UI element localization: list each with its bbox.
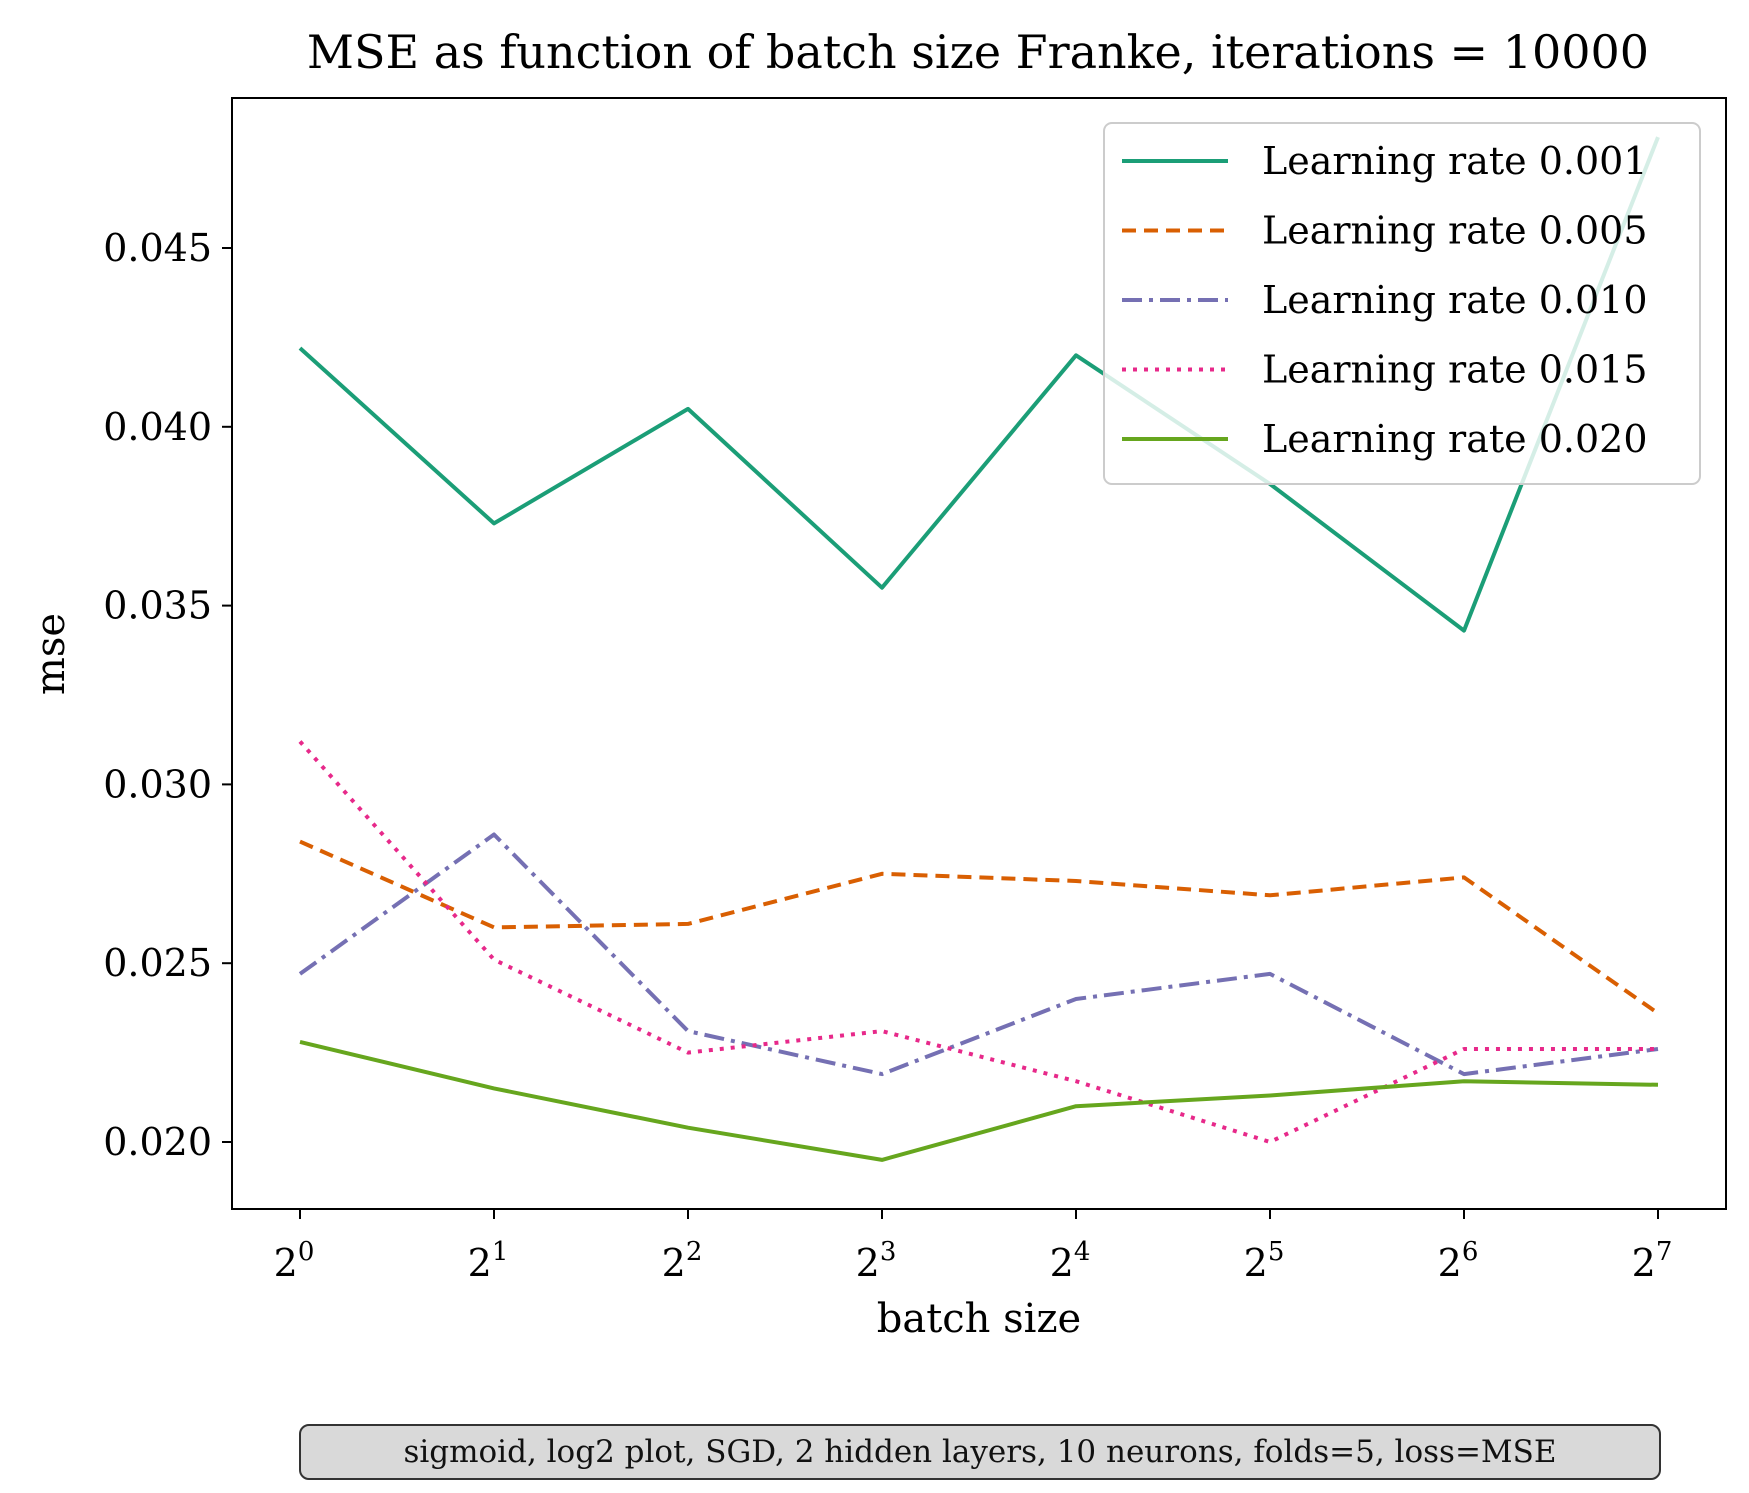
y-tick-label-4: 0.040 — [103, 405, 212, 449]
y-axis: 0.020 0.025 0.030 0.035 0.040 0.045 — [103, 226, 232, 1164]
x-tick-label-5: 25 — [1244, 1237, 1285, 1285]
series-line-3 — [298, 832, 1659, 1077]
series-line-5 — [299, 1039, 1659, 1162]
x-tick-label-2: 22 — [662, 1237, 703, 1285]
plot-lines — [298, 136, 1660, 1162]
x-tick-label-7: 27 — [1632, 1237, 1673, 1285]
series-line-2 — [299, 839, 1660, 1015]
y-tick-label-5: 0.045 — [103, 226, 212, 270]
x-tick-label-4: 24 — [1050, 1237, 1091, 1285]
legend-label-5: Learning rate 0.020 — [1262, 417, 1648, 461]
caption-box: sigmoid, log2 plot, SGD, 2 hidden layers… — [299, 1424, 1661, 1480]
y-tick-label-1: 0.025 — [103, 941, 212, 985]
series-line-1 — [298, 136, 1660, 633]
y-tick-label-2: 0.030 — [103, 762, 212, 806]
x-tick-label-6: 26 — [1438, 1237, 1479, 1285]
y-axis-label: mse — [28, 613, 74, 695]
y-tick-label-3: 0.035 — [103, 584, 212, 628]
legend-label-3: Learning rate 0.010 — [1262, 278, 1648, 322]
x-axis: 20 21 22 23 24 25 26 27 — [274, 1209, 1673, 1285]
legend-label-1: Learning rate 0.001 — [1262, 139, 1648, 183]
y-tick-label-0: 0.020 — [103, 1120, 212, 1164]
x-axis-label: batch size — [877, 1296, 1081, 1342]
legend-label-4: Learning rate 0.015 — [1262, 348, 1648, 392]
x-tick-label-3: 23 — [856, 1237, 897, 1285]
plot-frame — [231, 97, 1727, 1210]
legend: Learning rate 0.001 Learning rate 0.005 Le… — [1103, 122, 1701, 485]
chart-title: MSE as function of batch size Franke, it… — [307, 25, 1649, 79]
x-tick-label-0: 20 — [274, 1237, 315, 1285]
legend-label-2: Learning rate 0.005 — [1262, 209, 1648, 253]
legend-box — [1103, 122, 1701, 485]
x-tick-label-1: 21 — [468, 1237, 509, 1285]
caption-text: sigmoid, log2 plot, SGD, 2 hidden layers… — [403, 1434, 1557, 1470]
